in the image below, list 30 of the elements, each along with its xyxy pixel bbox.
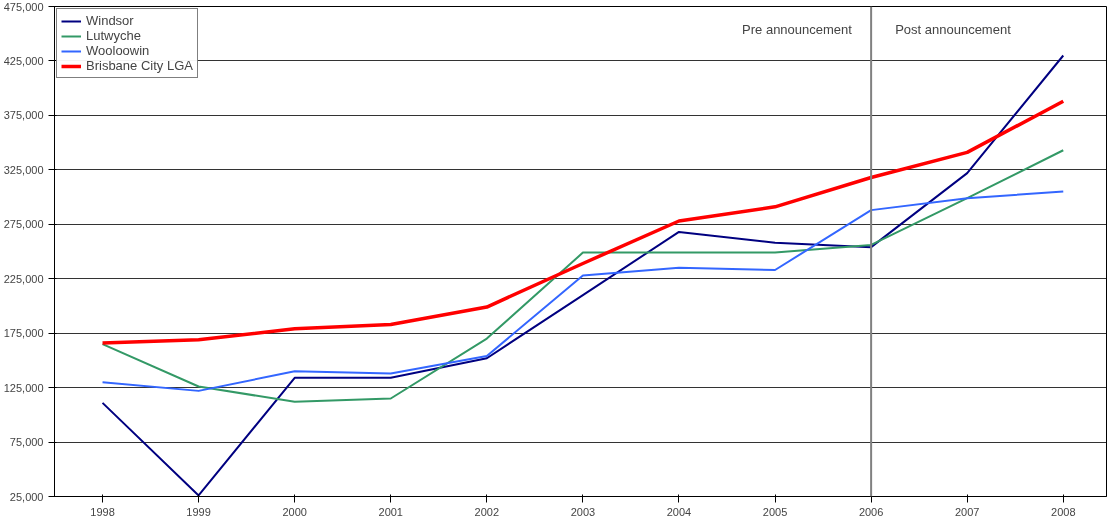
legend-label: Brisbane City LGA [86, 58, 193, 73]
annotation: Post announcement [895, 21, 1012, 37]
x-tick-label: 2006 [858, 505, 884, 518]
y-tick-label: 425,000 [3, 54, 44, 67]
y-tick-label: 375,000 [3, 109, 44, 122]
x-tick-label: 2003 [570, 505, 596, 518]
y-tick-label: 175,000 [3, 327, 44, 340]
line-series [100, 99, 1066, 345]
line-series [101, 149, 1065, 403]
y-tick-label: 125,000 [3, 381, 44, 394]
annotation: Pre announcement [742, 21, 853, 37]
legend-label: Lutwyche [86, 28, 141, 43]
y-tick-label: 75,000 [9, 436, 44, 449]
x-tick-label: 2002 [474, 505, 500, 518]
y-tick-label: 25,000 [9, 490, 44, 503]
x-tick-label: 2005 [762, 505, 788, 518]
y-tick-label: 325,000 [3, 163, 44, 176]
x-tick-label: 2000 [282, 505, 307, 518]
x-tick-label: 1999 [186, 505, 211, 518]
x-tick-label: 1998 [90, 505, 115, 518]
x-tick-label: 2008 [1051, 505, 1076, 518]
line-series [101, 190, 1065, 392]
legend-label: Windsor [86, 13, 134, 28]
y-tick-label: 275,000 [3, 218, 44, 231]
x-tick-label: 2007 [954, 505, 980, 518]
y-tick-label: 225,000 [3, 272, 44, 285]
y-tick-label: 475,000 [3, 0, 44, 13]
legend-label: Wooloowin [86, 43, 150, 58]
x-tick-label: 2004 [666, 505, 692, 518]
x-tick-label: 2001 [378, 505, 403, 518]
